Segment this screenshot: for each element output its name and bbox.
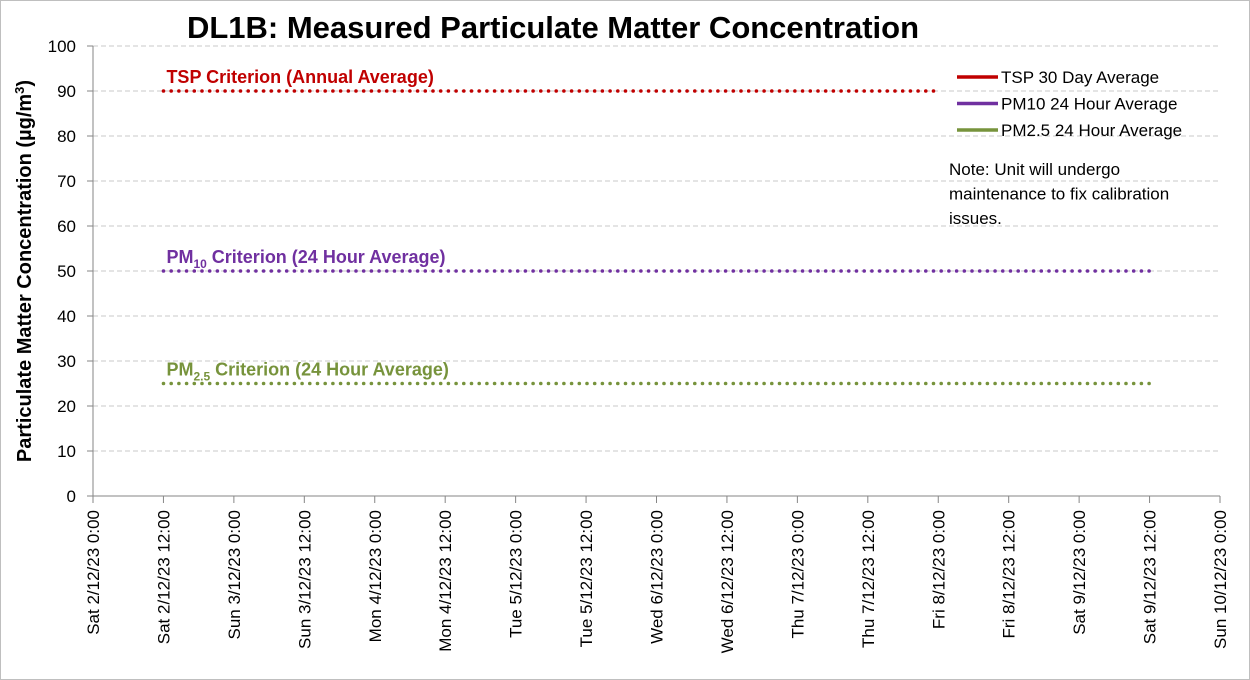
legend-label: PM2.5 24 Hour Average — [1001, 121, 1182, 140]
y-tick-label: 20 — [57, 397, 76, 416]
legend: TSP 30 Day Average PM10 24 Hour Average PM… — [957, 68, 1182, 140]
axes — [92, 46, 1221, 503]
y-tick-label: 40 — [57, 307, 76, 326]
x-tick-label: Mon 4/12/23 12:00 — [436, 510, 455, 652]
y-tick-labels: 0 10 20 30 40 50 60 70 80 90 100 — [48, 37, 76, 506]
criterion-lines: TSP Criterion (Annual Average) PM10 Crite… — [161, 67, 1152, 386]
y-tick-label: 0 — [67, 487, 76, 506]
y-tick-label: 30 — [57, 352, 76, 371]
x-tick-label: Thu 7/12/23 12:00 — [859, 510, 878, 648]
x-tick-label: Sun 3/12/23 0:00 — [225, 510, 244, 640]
legend-label: PM10 24 Hour Average — [1001, 95, 1177, 114]
x-tick-label: Sat 9/12/23 0:00 — [1070, 510, 1089, 635]
legend-label: TSP 30 Day Average — [1001, 68, 1159, 87]
y-tick-label: 80 — [57, 127, 76, 146]
x-tick-label: Mon 4/12/23 0:00 — [366, 510, 385, 642]
chart-title: DL1B: Measured Particulate Matter Concen… — [187, 10, 919, 45]
y-tick-label: 100 — [48, 37, 76, 56]
y-tick-label: 70 — [57, 172, 76, 191]
x-tick-label: Wed 6/12/23 0:00 — [648, 510, 667, 644]
x-tick-label: Sat 2/12/23 12:00 — [154, 510, 173, 644]
x-tick-label: Fri 8/12/23 12:00 — [1000, 510, 1019, 639]
y-tick-label: 10 — [57, 442, 76, 461]
y-tick-label: 60 — [57, 217, 76, 236]
x-tick-label: Sat 9/12/23 12:00 — [1141, 510, 1160, 644]
x-tick-label: Tue 5/12/23 12:00 — [577, 510, 596, 647]
y-tick-label: 90 — [57, 82, 76, 101]
x-tick-labels: Sat 2/12/23 0:00 Sat 2/12/23 12:00 Sun 3/1… — [84, 510, 1230, 653]
x-tick-label: Sun 10/12/23 0:00 — [1211, 510, 1230, 649]
x-tick-label: Sat 2/12/23 0:00 — [84, 510, 103, 635]
y-axis-label: Particulate Matter Concentration (µg/m3) — [12, 80, 36, 462]
note-line: maintenance to fix calibration — [949, 185, 1169, 204]
x-tick-label: Fri 8/12/23 0:00 — [929, 510, 948, 629]
criterion-label: PM2.5 Criterion (24 Hour Average) — [166, 360, 448, 384]
x-tick-label: Thu 7/12/23 0:00 — [788, 510, 807, 639]
note-line: Note: Unit will undergo — [949, 160, 1120, 179]
x-tick-label: Wed 6/12/23 12:00 — [718, 510, 737, 653]
criterion-label: PM10 Criterion (24 Hour Average) — [166, 247, 445, 271]
x-tick-label: Tue 5/12/23 0:00 — [507, 510, 526, 638]
y-tick-label: 50 — [57, 262, 76, 281]
note: Note: Unit will undergo maintenance to fi… — [949, 160, 1169, 228]
criterion-label: TSP Criterion (Annual Average) — [166, 67, 433, 87]
x-tick-label: Sun 3/12/23 12:00 — [295, 510, 314, 649]
note-line: issues. — [949, 209, 1002, 228]
